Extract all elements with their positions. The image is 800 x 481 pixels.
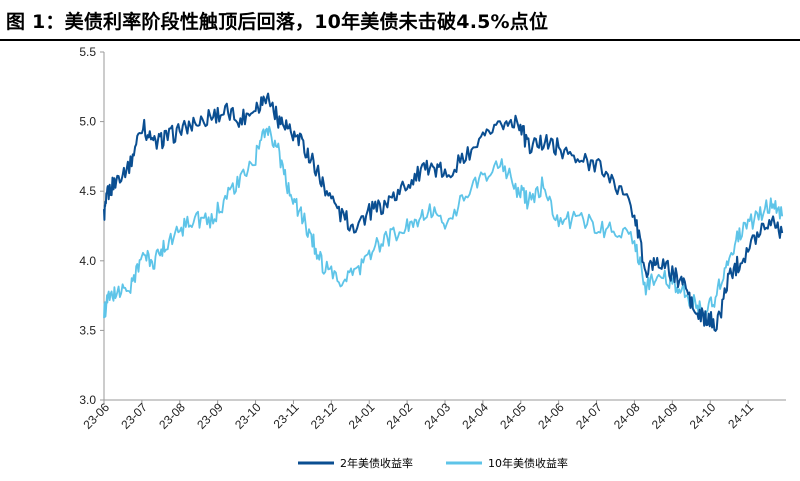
legend-10y-label: 10年美债收益率 xyxy=(488,456,568,470)
x-tick-label: 24-01 xyxy=(346,400,378,432)
x-tick-label: 24-06 xyxy=(535,400,567,432)
x-tick-label: 24-03 xyxy=(422,400,454,432)
y-tick-label: 3.5 xyxy=(79,323,96,337)
series-10y-line xyxy=(103,125,784,321)
x-tick-label: 24-04 xyxy=(459,400,491,432)
legend-2y-label: 2年美债收益率 xyxy=(340,456,413,470)
y-tick-label: 3.0 xyxy=(79,393,96,407)
y-tick-label: 4.5 xyxy=(79,184,96,198)
x-tick-label: 23-11 xyxy=(271,400,302,431)
series-2y-line xyxy=(103,92,784,332)
chart-title: 图 1：美债利率阶段性触顶后回落，10年美债未击破4.5%点位 xyxy=(6,11,549,33)
x-tick-label: 23-08 xyxy=(156,400,188,432)
title-underline xyxy=(0,39,800,41)
x-tick-label: 23-12 xyxy=(308,400,340,432)
title-bar: 图 1：美债利率阶段性触顶后回落，10年美债未击破4.5%点位 xyxy=(0,0,800,41)
x-tick-label: 23-09 xyxy=(194,400,226,432)
x-tick-label: 24-10 xyxy=(687,400,719,432)
y-tick-label: 4.0 xyxy=(79,254,96,268)
x-tick-label: 24-09 xyxy=(649,400,681,432)
x-tick-label: 24-08 xyxy=(611,400,643,432)
x-tick-label: 23-07 xyxy=(118,400,150,432)
y-tick-label: 5.5 xyxy=(79,45,96,59)
x-tick-label: 24-05 xyxy=(497,400,529,432)
x-tick-label: 24-11 xyxy=(725,400,756,431)
y-tick-label: 5.0 xyxy=(79,115,96,129)
x-tick-label: 24-02 xyxy=(384,400,416,432)
x-tick-label: 23-10 xyxy=(232,400,264,432)
x-tick-label: 24-07 xyxy=(573,400,605,432)
